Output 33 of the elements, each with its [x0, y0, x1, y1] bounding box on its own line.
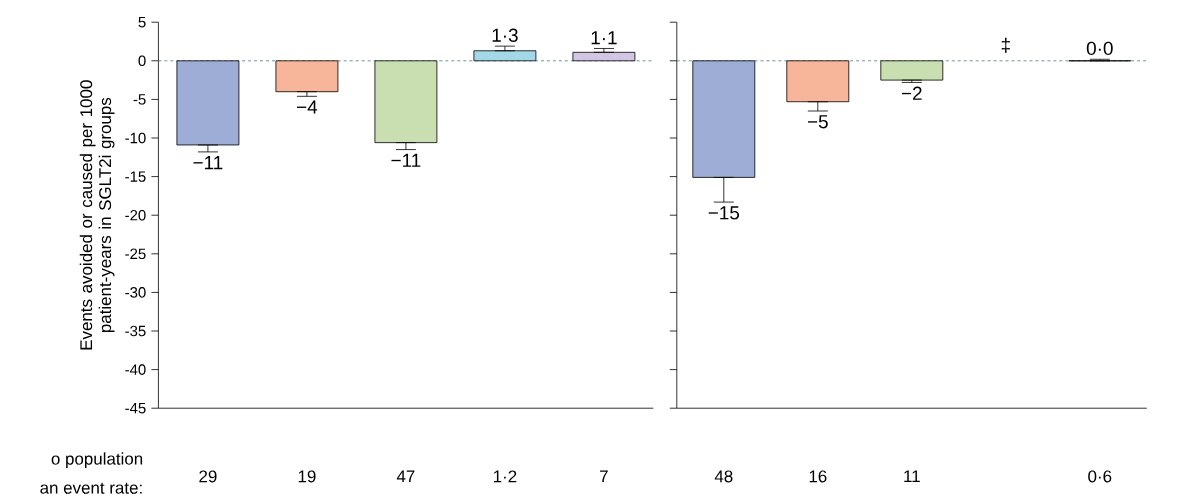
data-label: −11 — [391, 153, 421, 167]
y-tick-label: -35 — [125, 325, 146, 337]
y-tick-label: 0 — [138, 55, 146, 67]
y-tick-label: 5 — [138, 17, 146, 28]
y-tick-label: -15 — [125, 171, 146, 182]
x-tick-label: 16 — [809, 470, 827, 483]
x-tick-label: 47 — [396, 470, 415, 483]
y-axis-title: Events avoided or caused per 1000 patient-years in SGLT2i groups — [79, 80, 115, 350]
y-tick-label: -10 — [125, 132, 146, 144]
data-label: 0·0 — [1086, 41, 1113, 56]
data-label: 1·3 — [492, 28, 518, 42]
data-label: −15 — [708, 206, 740, 220]
x-tick-label: 1·2 — [493, 470, 517, 483]
text: o population — [51, 452, 143, 469]
data-label: −5 — [807, 115, 828, 129]
y-tick-label: -5 — [133, 94, 146, 105]
y-tick-label: -25 — [125, 248, 146, 260]
x-tick-label: 48 — [714, 470, 733, 483]
x-tick-label: 19 — [298, 470, 316, 483]
data-label: 1·1 — [591, 31, 617, 45]
text: ‡ — [1001, 37, 1010, 53]
data-label: −2 — [901, 86, 922, 100]
text: an event rate: — [40, 482, 142, 494]
x-tick-label: 0·6 — [1088, 470, 1112, 483]
y-tick-label: -40 — [125, 364, 146, 375]
x-tick-label: 29 — [199, 470, 217, 483]
data-label: −4 — [297, 100, 318, 114]
y-tick-label: -45 — [125, 402, 146, 414]
x-tick-label: 11 — [904, 470, 920, 483]
y-tick-label: -20 — [125, 209, 146, 221]
x-tick-label: 7 — [600, 470, 608, 483]
y-tick-label: -30 — [125, 287, 146, 298]
data-label: −11 — [193, 156, 223, 170]
